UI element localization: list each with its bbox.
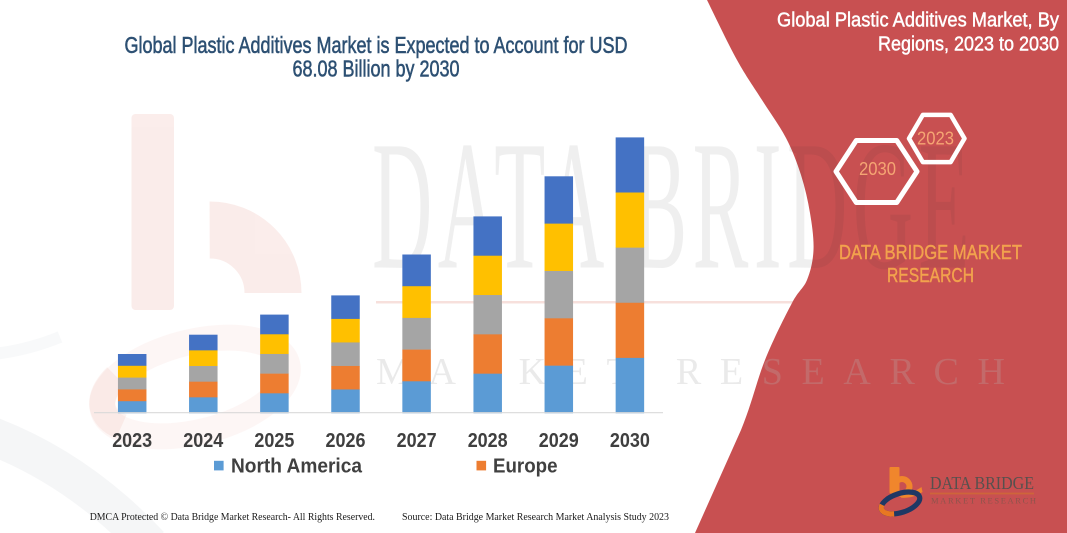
svg-text:68.08 Billion by 2030: 68.08 Billion by 2030	[293, 56, 460, 82]
svg-text:2027: 2027	[397, 430, 437, 452]
svg-text:Europe: Europe	[493, 456, 558, 478]
svg-text:DATA BRIDGE: DATA BRIDGE	[930, 473, 1034, 493]
svg-text:North America: North America	[231, 456, 363, 478]
svg-text:2023: 2023	[112, 430, 152, 452]
svg-text:2025: 2025	[254, 430, 294, 452]
svg-text:Regions, 2023 to 2030: Regions, 2023 to 2030	[878, 34, 1059, 56]
svg-text:2026: 2026	[326, 430, 366, 452]
svg-text:2024: 2024	[183, 430, 224, 452]
svg-text:DMCA Protected © Data Bridge M: DMCA Protected © Data Bridge Market Rese…	[90, 511, 376, 523]
svg-text:RESEARCH: RESEARCH	[887, 265, 974, 287]
svg-text:2023: 2023	[917, 129, 954, 149]
svg-text:Source: Data Bridge Market Res: Source: Data Bridge Market Research Mark…	[402, 511, 669, 523]
svg-text:2030: 2030	[610, 430, 650, 452]
svg-text:2028: 2028	[468, 430, 508, 452]
svg-text:2029: 2029	[539, 430, 579, 452]
svg-text:DATA BRIDGE MARKET: DATA BRIDGE MARKET	[839, 242, 1022, 264]
svg-text:Global Plastic Additives Marke: Global Plastic Additives Market, By	[777, 10, 1059, 32]
svg-text:2030: 2030	[859, 159, 896, 179]
svg-text:MARKET RESEARCH: MARKET RESEARCH	[931, 496, 1036, 506]
svg-text:DATA BRIDGE: DATA BRIDGE	[372, 104, 975, 309]
svg-text:Global Plastic Additives Marke: Global Plastic Additives Market is Expec…	[125, 32, 628, 58]
